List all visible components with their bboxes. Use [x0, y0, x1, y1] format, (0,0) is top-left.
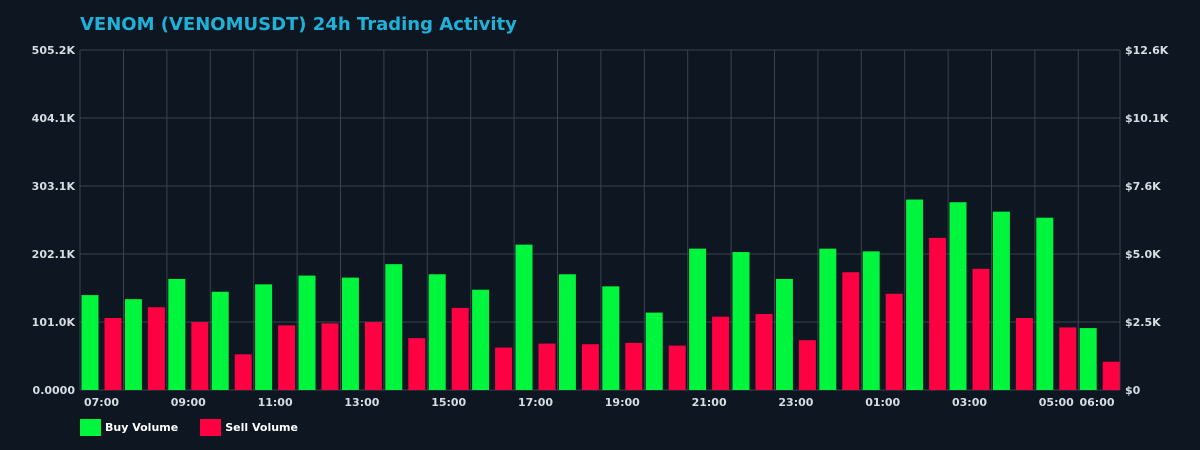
bar-buy [255, 284, 273, 390]
bar-sell [495, 347, 513, 390]
x-tick-label: 03:00 [952, 396, 987, 409]
bar-sell [972, 268, 990, 390]
y-left-tick-label: 303.1K [32, 180, 76, 193]
bar-buy [341, 277, 359, 390]
legend-item-sell[interactable]: Sell Volume [200, 419, 298, 436]
x-tick-label: 23:00 [778, 396, 813, 409]
x-tick-label: 01:00 [865, 396, 900, 409]
bar-sell [842, 272, 860, 390]
legend-swatch-sell [200, 419, 222, 436]
bar-buy [992, 211, 1010, 390]
bar-sell [538, 343, 556, 390]
bar-buy [689, 248, 707, 390]
bar-sell [104, 317, 122, 390]
bar-sell [1059, 327, 1077, 390]
bar-buy [168, 278, 186, 390]
x-tick-label: 05:00 [1039, 396, 1074, 409]
bar-sell [278, 325, 296, 390]
bar-buy [558, 274, 576, 390]
x-tick-label: 07:00 [84, 396, 119, 409]
bar-sell [581, 344, 599, 390]
bar-buy [472, 289, 490, 390]
bar-buy [298, 275, 316, 390]
legend: Buy Volume Sell Volume [80, 419, 320, 436]
bar-sell [712, 316, 730, 390]
bar-sell [755, 313, 773, 390]
bar-sell [1015, 317, 1033, 390]
x-tick-label: 06:00 [1079, 396, 1114, 409]
bar-sell [147, 307, 165, 390]
bar-buy [1036, 217, 1054, 390]
y-right-tick-label: $7.6K [1125, 180, 1161, 193]
x-tick-label: 17:00 [518, 396, 553, 409]
bar-buy [949, 202, 967, 390]
bar-buy [515, 244, 533, 390]
bar-buy [428, 274, 446, 390]
y-left-tick-label: 505.2K [32, 44, 76, 57]
y-left-tick-label: 404.1K [32, 112, 76, 125]
bar-buy [732, 252, 750, 390]
bar-sell [191, 322, 209, 390]
legend-label-buy: Buy Volume [105, 421, 179, 434]
bar-buy [81, 295, 99, 390]
bar-buy [124, 299, 142, 390]
legend-label-sell: Sell Volume [225, 421, 298, 434]
bar-sell [408, 338, 426, 390]
bar-buy [211, 291, 229, 390]
bar-sell [364, 322, 382, 390]
bar-sell [625, 342, 643, 390]
bar-buy [602, 286, 620, 390]
y-right-tick-label: $0 [1125, 384, 1141, 397]
legend-item-buy[interactable]: Buy Volume [80, 419, 178, 436]
y-right-tick-label: $5.0K [1125, 248, 1161, 261]
bar-buy [385, 264, 403, 390]
bar-sell [929, 237, 947, 390]
x-tick-label: 21:00 [692, 396, 727, 409]
y-left-tick-label: 0.0000 [33, 384, 76, 397]
x-tick-label: 09:00 [171, 396, 206, 409]
bar-sell [885, 293, 903, 390]
bar-buy [819, 248, 837, 390]
x-tick-label: 11:00 [258, 396, 293, 409]
y-left-tick-label: 202.1K [32, 248, 76, 261]
bar-sell [451, 307, 469, 390]
bar-sell [798, 340, 816, 390]
y-right-tick-label: $10.1K [1125, 112, 1169, 125]
x-tick-label: 15:00 [431, 396, 466, 409]
bar-buy [906, 199, 924, 390]
x-tick-label: 13:00 [344, 396, 379, 409]
bar-buy [862, 251, 880, 390]
bar-sell [234, 354, 252, 390]
x-tick-label: 19:00 [605, 396, 640, 409]
y-right-tick-label: $2.5K [1125, 316, 1161, 329]
bar-sell [1102, 361, 1120, 390]
legend-swatch-buy [80, 419, 101, 436]
y-right-tick-label: $12.6K [1125, 44, 1169, 57]
y-left-tick-label: 101.0K [32, 316, 76, 329]
chart-title: VENOM (VENOMUSDT) 24h Trading Activity [80, 14, 517, 35]
bar-buy [1079, 328, 1097, 390]
bar-buy [775, 278, 793, 390]
bar-sell [321, 323, 339, 390]
bar-sell [668, 345, 686, 390]
bar-buy [645, 312, 663, 390]
